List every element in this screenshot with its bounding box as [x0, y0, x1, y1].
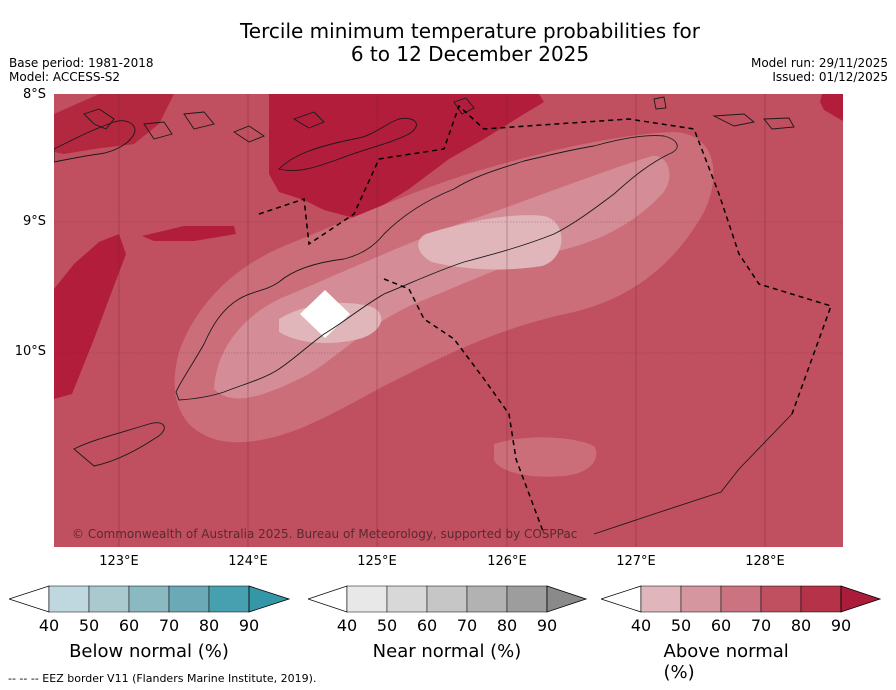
base-period: Base period: 1981-2018	[9, 56, 154, 70]
colorbar-max-arrow	[546, 585, 588, 613]
lon-label-127e: 127°E	[616, 554, 656, 569]
colorbar-segment	[466, 585, 508, 613]
colorbar-segment	[680, 585, 722, 613]
colorbar-tick-label: 80	[790, 616, 812, 635]
colorbar-2	[601, 585, 882, 613]
region-above-80-ne	[820, 94, 843, 121]
rote-coast	[73, 422, 165, 467]
region-above-80-northwest	[54, 94, 174, 154]
colorbar-tick-label: 90	[238, 616, 260, 635]
leti-islands	[653, 96, 795, 130]
title-line-2: 6 to 12 December 2025	[350, 42, 590, 66]
lon-label-124e: 124°E	[228, 554, 268, 569]
colorbar-tick-label: 60	[118, 616, 140, 635]
region-above-60-south	[494, 437, 597, 477]
region-above-40-east	[418, 215, 562, 270]
wetar-coast	[278, 117, 417, 171]
no-data-marker	[300, 290, 350, 338]
coastlines	[54, 96, 795, 535]
lon-label-126e: 126°E	[487, 554, 527, 569]
colorbar-tick-label: 90	[536, 616, 558, 635]
colorbar-max-arrow	[840, 585, 882, 613]
lon-label-125e: 125°E	[357, 554, 397, 569]
issued-date: Issued: 01/12/2025	[772, 70, 888, 84]
region-above-80-west	[54, 234, 126, 399]
colorbar-label: Above normal (%)	[663, 641, 789, 683]
meta-right: Model run: 29/11/2025 Issued: 01/12/2025	[751, 56, 888, 84]
model-name: Model: ACCESS-S2	[9, 70, 121, 84]
probability-map	[54, 94, 843, 547]
colorbar-segment	[386, 585, 428, 613]
colorbar-segment	[88, 585, 130, 613]
colorbar-tick-label: 50	[670, 616, 692, 635]
colorbar-segment	[506, 585, 548, 613]
copyright-notice: © Commonwealth of Australia 2025. Bureau…	[72, 527, 578, 541]
colorbar-segment	[208, 585, 250, 613]
map-title: Tercile minimum temperature probabilitie…	[170, 20, 770, 66]
colorbar-tick-label: 40	[38, 616, 60, 635]
lat-label-8s: 8°S	[22, 87, 46, 102]
lon-label-123e: 123°E	[99, 554, 139, 569]
colorbar-1	[308, 585, 588, 613]
colorbar-tick-label: 90	[830, 616, 852, 635]
title-line-1: Tercile minimum temperature probabilitie…	[239, 19, 701, 43]
colorbar-segment	[48, 585, 90, 613]
colorbar-label: Near normal (%)	[372, 641, 522, 662]
colorbar-tick-label: 40	[630, 616, 652, 635]
islands-north	[83, 108, 325, 143]
colorbar-label: Below normal (%)	[69, 641, 229, 662]
colorbar-min-arrow	[308, 585, 348, 613]
colorbar-tick-label: 40	[336, 616, 358, 635]
colorbar-tick-label: 60	[416, 616, 438, 635]
colorbar-tick-label: 80	[496, 616, 518, 635]
kisar-island	[453, 97, 475, 115]
lat-label-9s: 9°S	[22, 214, 46, 229]
colorbar-tick-label: 50	[376, 616, 398, 635]
colorbar-tick-label: 50	[78, 616, 100, 635]
lat-label-10s: 10°S	[14, 344, 46, 359]
lon-label-128e: 128°E	[745, 554, 785, 569]
australia-coast	[593, 413, 793, 535]
model-run: Model run: 29/11/2025	[750, 56, 888, 70]
region-above-80-strip	[142, 226, 236, 241]
colorbar-segment	[426, 585, 468, 613]
colorbar-segment	[720, 585, 762, 613]
eez-legend-footer: -- -- -- EEZ border V11 (Flanders Marine…	[8, 672, 317, 685]
colorbar-segment	[800, 585, 842, 613]
meta-left: Base period: 1981-2018 Model: ACCESS-S2	[9, 56, 154, 84]
colorbar-segment	[128, 585, 170, 613]
grid-lines	[54, 94, 843, 547]
colorbar-tick-label: 60	[710, 616, 732, 635]
colorbar-min-arrow	[601, 585, 642, 613]
colorbar-tick-label: 70	[158, 616, 180, 635]
colorbar-tick-label: 70	[456, 616, 478, 635]
colorbar-segment	[168, 585, 210, 613]
colorbar-min-arrow	[9, 585, 50, 613]
region-above-80-north	[269, 94, 544, 218]
timor-coast	[175, 135, 678, 401]
colorbar-segment	[346, 585, 388, 613]
colorbar-max-arrow	[248, 585, 291, 613]
colorbar-segment	[640, 585, 682, 613]
colorbar-tick-label: 80	[198, 616, 220, 635]
colorbar-tick-label: 70	[750, 616, 772, 635]
colorbar-segment	[760, 585, 802, 613]
colorbar-0	[9, 585, 291, 613]
eez-border	[258, 104, 832, 535]
alor-coast	[54, 120, 136, 163]
